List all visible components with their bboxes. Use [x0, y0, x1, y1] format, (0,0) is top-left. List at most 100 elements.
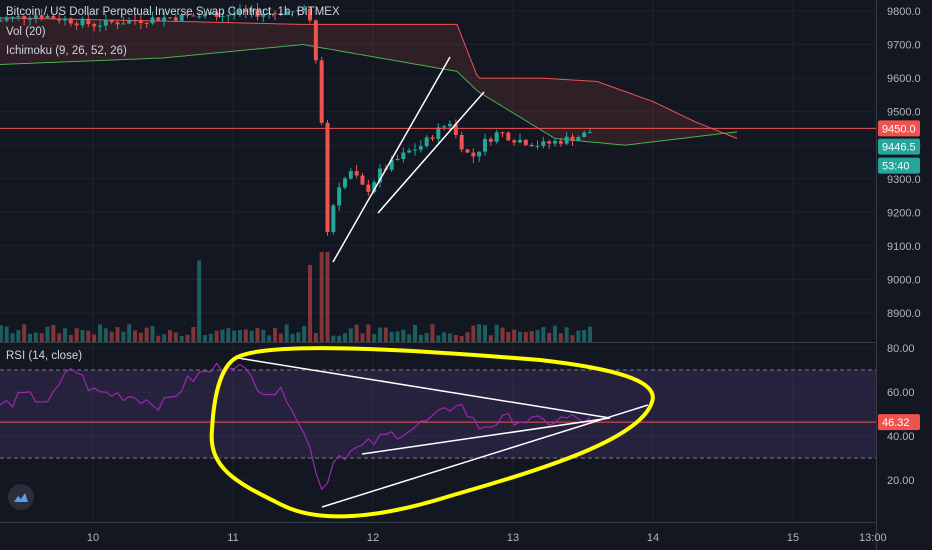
candle: [302, 8, 307, 10]
volume-bar: [63, 328, 67, 342]
span-a-line: [0, 44, 738, 146]
candle: [360, 175, 365, 185]
volume-bars: [0, 252, 592, 342]
volume-bar: [80, 330, 85, 342]
price-axis-bg: [877, 0, 932, 550]
volume-bar: [512, 329, 517, 342]
volume-bar: [535, 329, 540, 342]
candle: [523, 139, 528, 146]
volume-bar: [290, 333, 295, 342]
candle: [389, 159, 394, 170]
volume-bar: [203, 335, 207, 342]
volume-bar: [471, 325, 476, 342]
volume-bar: [325, 252, 330, 342]
candle: [401, 152, 406, 159]
candle: [570, 136, 575, 141]
time-tick-label: 11: [227, 532, 238, 544]
volume-bar: [179, 335, 184, 342]
candle: [197, 16, 202, 18]
volume-bar: [278, 333, 283, 342]
candle: [290, 11, 295, 13]
candle: [535, 145, 540, 147]
candle: [325, 122, 330, 233]
candle: [185, 14, 190, 16]
volume-bar: [191, 326, 196, 342]
volume-bar: [395, 331, 400, 342]
time-tick-label: 14: [647, 532, 659, 544]
candle: [238, 10, 242, 15]
candle: [168, 17, 172, 19]
candle: [45, 15, 50, 18]
volume-bar: [109, 331, 114, 342]
candle: [564, 136, 569, 144]
current-price-badge-bg: [878, 138, 920, 155]
volume-bar: [156, 335, 161, 342]
symbol-legend: Bitcoin / US Dollar Perpetual Inverse Sw…: [6, 6, 340, 18]
rsi-tick-label: 80.00: [887, 343, 915, 355]
candle: [576, 137, 581, 141]
volume-bar: [529, 331, 534, 342]
channel-lower-line: [377, 91, 485, 214]
volume-bar: [121, 331, 126, 342]
candle: [115, 22, 120, 25]
candle: [138, 20, 143, 23]
candle: [337, 187, 342, 206]
volume-bar: [430, 324, 435, 342]
tradingview-logo[interactable]: [8, 484, 34, 510]
volume-bar: [378, 327, 382, 342]
volume-bar: [232, 330, 237, 342]
candle: [133, 20, 137, 22]
last-price-badge: 9450.0: [882, 123, 916, 135]
candle: [459, 134, 464, 150]
candle: [191, 15, 196, 17]
volume-bar: [576, 330, 581, 342]
volume-bar: [296, 332, 301, 342]
candle: [103, 19, 108, 26]
volume-bar: [138, 332, 143, 342]
volume-bar: [0, 325, 3, 342]
candle: [448, 123, 452, 127]
price-tick-label: 9300.0: [887, 174, 921, 186]
candle: [173, 17, 178, 21]
volume-bar: [547, 332, 552, 342]
volume-bar: [343, 333, 347, 342]
candle: [226, 15, 231, 17]
volume-bar: [214, 330, 219, 342]
volume-bar: [208, 333, 213, 342]
volume-bar: [488, 335, 493, 342]
candle: [588, 132, 592, 134]
ichimoku-legend: Ichimoku (9, 26, 52, 26): [6, 45, 127, 57]
candle: [63, 18, 67, 21]
volume-bar: [372, 334, 377, 342]
candle: [465, 149, 470, 153]
volume-bar: [477, 324, 482, 342]
price-tick-label: 9100.0: [887, 241, 921, 253]
candle: [220, 15, 225, 17]
candle: [541, 141, 546, 146]
candle: [372, 182, 377, 192]
candle: [343, 178, 347, 188]
volume-bar: [308, 264, 312, 342]
candle: [430, 137, 435, 139]
volume-bar: [39, 333, 44, 342]
volume-bar: [226, 328, 231, 342]
volume-bar: [506, 332, 511, 342]
volume-bar: [4, 326, 9, 342]
candle: [453, 123, 458, 135]
volume-bar: [418, 334, 423, 342]
volume-bar: [22, 324, 27, 342]
volume-bar: [541, 327, 546, 342]
candle: [512, 140, 517, 143]
candle: [214, 12, 219, 17]
candle: [98, 25, 102, 27]
candle: [150, 17, 155, 24]
span-b-line: [0, 17, 738, 139]
candle: [518, 139, 522, 143]
candle: [529, 145, 534, 147]
candle: [57, 18, 62, 21]
rsi-tick-label: 40.00: [887, 431, 915, 443]
candle: [547, 141, 552, 144]
rsi-value-badge-bg: [878, 414, 920, 431]
volume-bar: [302, 326, 307, 342]
